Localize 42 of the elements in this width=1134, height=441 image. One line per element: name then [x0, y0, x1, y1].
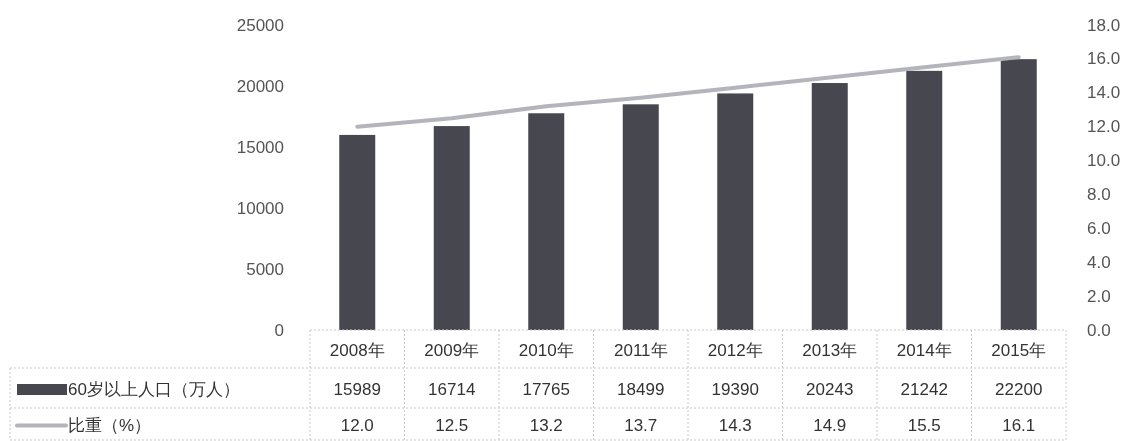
data-label: 22200 [995, 379, 1043, 399]
x-tick-label: 2008年 [329, 340, 385, 360]
data-label: 16.1 [1002, 416, 1036, 435]
legend-label: 比重（%） [68, 416, 152, 435]
y2-tick-label: 12.0 [1087, 117, 1121, 137]
data-label: 12.0 [340, 416, 374, 435]
data-label: 20243 [806, 379, 854, 399]
y2-tick-label: 18.0 [1087, 15, 1121, 35]
data-label: 17765 [522, 379, 570, 399]
y-tick-label: 5000 [246, 259, 284, 279]
data-label: 13.7 [624, 416, 658, 435]
y2-tick-label: 6.0 [1087, 218, 1111, 238]
x-tick-label: 2015年 [991, 340, 1047, 360]
y-tick-label: 10000 [236, 198, 284, 218]
data-label: 14.3 [718, 416, 752, 435]
x-tick-label: 2011年 [613, 340, 668, 360]
data-label: 12.5 [435, 416, 469, 435]
y2-tick-label: 16.0 [1087, 49, 1121, 69]
data-label: 21242 [900, 379, 948, 399]
data-label: 18499 [617, 379, 665, 399]
x-tick-label: 2010年 [518, 340, 574, 360]
data-label: 14.9 [813, 416, 847, 435]
y2-tick-label: 2.0 [1087, 286, 1111, 306]
y2-tick-label: 10.0 [1087, 151, 1121, 171]
x-tick-label: 2012年 [707, 340, 763, 360]
y2-tick-label: 0.0 [1087, 320, 1111, 340]
y-tick-label: 20000 [236, 76, 284, 96]
y-tick-label: 0 [274, 320, 284, 340]
x-tick-label: 2014年 [896, 340, 952, 360]
data-label: 16714 [428, 379, 476, 399]
y2-tick-label: 4.0 [1087, 252, 1111, 272]
y2-tick-label: 8.0 [1087, 184, 1111, 204]
legend-label: 60岁以上人口（万人） [68, 379, 240, 399]
y-tick-label: 25000 [236, 15, 284, 35]
data-label: 13.2 [529, 416, 563, 435]
data-label: 15989 [333, 379, 381, 399]
y-tick-label: 15000 [236, 137, 284, 157]
y2-tick-label: 14.0 [1087, 83, 1121, 103]
data-label: 15.5 [907, 416, 941, 435]
x-tick-label: 2013年 [802, 340, 858, 360]
x-tick-label: 2009年 [424, 340, 480, 360]
data-label: 19390 [711, 379, 759, 399]
